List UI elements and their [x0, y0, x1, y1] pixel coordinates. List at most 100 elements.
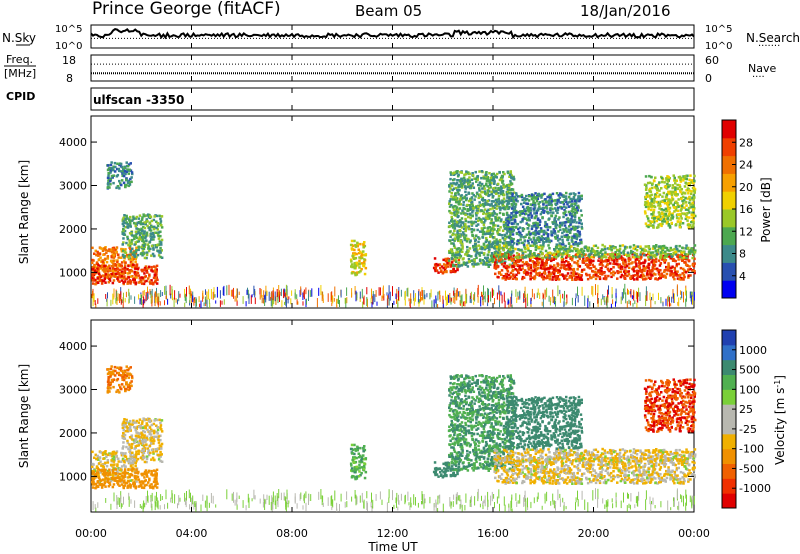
power-echo-cell [550, 233, 554, 237]
power-echo-cell [540, 275, 544, 279]
power-echo-cell [478, 201, 481, 204]
power-echo-cell [682, 179, 685, 182]
power-echo-cell [509, 271, 513, 275]
power-echo-cell [493, 228, 496, 231]
power-echo-cell [532, 236, 535, 240]
power-echo-cell [457, 193, 460, 196]
power-echo-cell [672, 205, 676, 209]
power-echo-cell [500, 257, 503, 260]
power-echo-cell [590, 276, 593, 280]
power-echo-cell [517, 268, 521, 271]
power-echo-cell [486, 199, 489, 203]
power-echo-cell [684, 208, 688, 211]
power-echo-cell [104, 267, 107, 271]
power-echo-cell [486, 189, 489, 192]
power-echo-cell [664, 252, 668, 256]
power-echo-cell [350, 260, 353, 263]
power-echo-cell [576, 197, 580, 201]
power-echo-cell [590, 247, 594, 250]
power-echo-cell [660, 274, 663, 277]
power-echo-cell [569, 249, 573, 252]
power-echo-cell [489, 179, 492, 182]
power-echo-cell [570, 245, 573, 248]
power-echo-cell [486, 256, 490, 259]
power-echo-cell [592, 259, 595, 263]
power-echo-cell [505, 275, 508, 279]
power-echo-cell [95, 261, 99, 264]
power-echo-cell [568, 230, 571, 233]
power-echo-cell [651, 268, 654, 272]
power-echo-cell [116, 297, 118, 305]
power-echo-cell [483, 246, 486, 249]
power-echo-cell [516, 223, 519, 226]
power-echo-cell [157, 296, 159, 306]
power-echo-cell [359, 250, 362, 253]
power-echo-cell [354, 286, 356, 295]
power-echo-cell [128, 258, 132, 261]
power-echo-cell [649, 256, 652, 259]
power-echo-cell [270, 297, 272, 301]
power-echo-cell [471, 204, 474, 207]
power-echo-cell [129, 250, 133, 253]
power-echo-cell [595, 253, 599, 256]
power-echo-cell [536, 237, 539, 240]
power-echo-cell [527, 247, 530, 250]
power-echo-cell [124, 248, 127, 251]
power-echo-cell [650, 208, 653, 212]
power-echo-cell [96, 250, 99, 254]
power-echo-cell [96, 281, 100, 284]
power-echo-cell [450, 217, 454, 221]
power-echo-cell [124, 217, 127, 221]
power-echo-cell [540, 230, 543, 233]
power-echo-cell [455, 207, 458, 211]
power-echo-cell [435, 262, 438, 266]
power-echo-cell [567, 261, 570, 264]
power-echo-cell [91, 258, 94, 262]
power-echo-cell [123, 266, 127, 269]
power-echo-cell [563, 224, 567, 227]
power-echo-cell [604, 251, 607, 254]
power-echo-cell [531, 254, 535, 257]
power-echo-cell [654, 195, 658, 198]
power-echo-cell [311, 288, 313, 297]
power-echo-cell [178, 291, 180, 302]
power-echo-cell [657, 204, 660, 207]
power-echo-cell [659, 246, 662, 250]
power-echo-cell [680, 188, 683, 191]
power-echo-cell [130, 180, 133, 184]
power-echo-cell [568, 213, 572, 217]
cpid-panel: CPID ulfscan -3350 [6, 87, 695, 111]
power-echo-cell [667, 266, 670, 269]
power-echo-cell [648, 174, 651, 178]
power-echo-cell [502, 171, 505, 174]
power-echo-cell [532, 222, 535, 225]
power-echo-cell [154, 279, 157, 283]
power-echo-cell [536, 209, 540, 212]
power-echo-cell [146, 271, 149, 274]
power-echo-cell [532, 265, 536, 269]
power-echo-cell [331, 291, 333, 300]
power-echo-cell [644, 195, 647, 199]
power-echo-cell [683, 199, 686, 202]
power-echo-cell [586, 277, 590, 281]
power-echo-cell [450, 261, 454, 264]
power-echo-cell [145, 251, 149, 254]
power-echo-cell [511, 247, 515, 250]
power-echo-cell [130, 232, 133, 235]
power-echo-cell [576, 234, 579, 238]
power-echo-cell [575, 206, 579, 209]
power-echo-cell [674, 182, 677, 185]
power-echo-cell [693, 251, 697, 254]
power-echo-cell [653, 254, 657, 257]
power-echo-cell [645, 290, 647, 301]
power-echo-cell [527, 266, 530, 270]
power-echo-cell [137, 231, 140, 235]
power-echo-cell [557, 199, 560, 202]
power-echo-cell [480, 220, 483, 224]
power-echo-cell [537, 192, 541, 196]
power-echo-cell [507, 184, 511, 187]
power-echo-cell [460, 264, 463, 267]
power-echo-cell [514, 192, 518, 195]
power-echo-cell [130, 257, 134, 261]
power-echo-cell [527, 207, 530, 210]
